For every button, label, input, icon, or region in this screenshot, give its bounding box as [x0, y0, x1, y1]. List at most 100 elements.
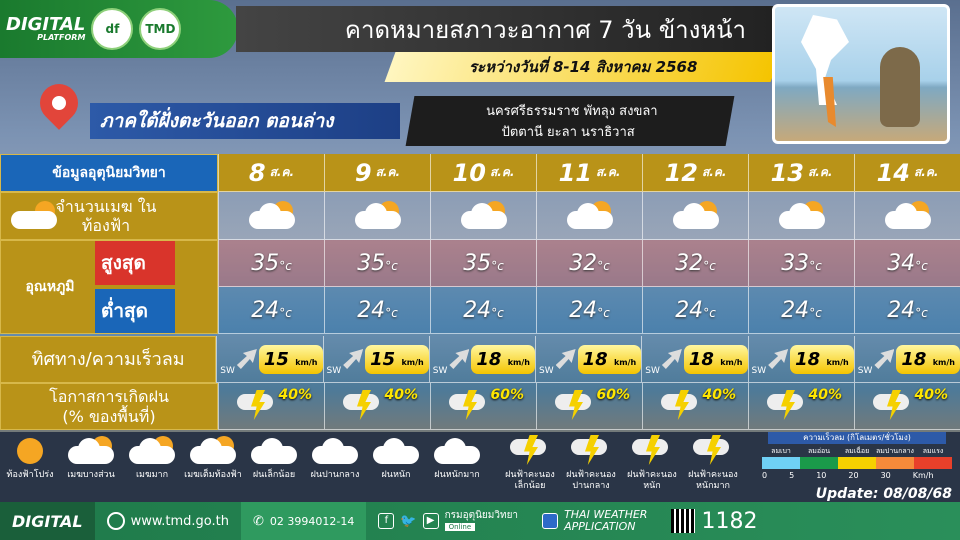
table-cell: 40% [854, 383, 960, 430]
wind-scale-legend: ความเร็วลม (กิโลเมตร/ชั่วโมง) ลมเบา ลมอ่อ… [758, 432, 956, 484]
wind-scale-band: ลมเฉื่อย [838, 447, 876, 469]
table-cell: 35°c [430, 240, 536, 287]
table-cell: 32°c [642, 240, 748, 287]
day-label: 11 [558, 158, 592, 187]
wind-speed: 18 km/h [896, 344, 960, 374]
legend-label: ฝนปานกลาง [310, 470, 360, 480]
youtube-icon[interactable]: ▶ [422, 513, 439, 529]
table-cell: SW 15 km/h [322, 336, 429, 383]
digital-platform-logo: DIGITAL PLATFORM df TMD [0, 0, 238, 58]
wind-scale-unit: Km/h [912, 471, 934, 480]
website-link[interactable]: www.tmd.go.th [95, 502, 241, 540]
month-label: ส.ค. [375, 165, 401, 179]
low-temp: 24°c [675, 297, 716, 323]
wind-arrow-icon [768, 349, 789, 369]
table-cell: 24°c [642, 287, 748, 334]
low-temp: 24°c [251, 297, 292, 323]
thai-weather-app[interactable]: THAI WEATHER APPLICATION [530, 502, 659, 540]
social-sub: Online [444, 523, 476, 531]
rain-chance: 40% [808, 387, 842, 403]
table-cell: SW 18 km/h [747, 336, 854, 383]
provinces: นครศรีธรรมราช พัทลุง สงขลา ปัตตานี ยะลา … [405, 96, 735, 146]
thunderstorm-icon [632, 433, 672, 469]
legend-item: ท้องฟ้าโปร่ง [0, 432, 60, 481]
website-text: www.tmd.go.th [130, 513, 230, 529]
low-temp: 24°c [887, 297, 928, 323]
phone[interactable]: ✆ 02 3994012-14 [241, 502, 367, 540]
table-cell: 24°c [430, 287, 536, 334]
thunderstorm-icon [555, 388, 595, 424]
rain-icon [369, 436, 423, 466]
table-cell: SW 18 km/h [428, 336, 535, 383]
sunny-icon [17, 438, 43, 464]
cloud-label: จำนวนเมฆ ในท้องฟ้า [55, 196, 157, 235]
legend-label: ฝนฟ้าคะนอง หนัก [627, 470, 677, 491]
wind-direction: SW [539, 366, 554, 376]
hotline-number: 1182 [701, 508, 758, 534]
wind-speed: 15 km/h [365, 344, 429, 374]
logo-sub: PLATFORM [37, 33, 86, 42]
table-cell: 8 ส.ค. [218, 154, 324, 192]
legend-label: ฝนเล็กน้อย [252, 470, 296, 480]
provinces-line-1: นครศรีธรรมราช พัทลุง สงขลา [486, 104, 658, 119]
wind-scale-tick: 30 [880, 471, 891, 480]
thunderstorm-icon [693, 433, 733, 469]
legend-item: ฝนปานกลาง [305, 432, 365, 481]
table-cell [218, 192, 324, 240]
table-cell: 60% [536, 383, 642, 430]
legend-label: เมฆเต็มท้องฟ้า [184, 470, 242, 480]
wind-scale-color [762, 457, 800, 469]
month-label: ส.ค. [913, 165, 939, 179]
day-label: 9 [354, 158, 372, 187]
footer-logo: DIGITAL [0, 502, 95, 540]
legend-item: ฝนหนักมาก [427, 432, 487, 481]
table-cell: 40% [218, 383, 324, 430]
rain-label: โอกาสการเกิดฝน [49, 387, 169, 407]
month-label: ส.ค. [807, 165, 833, 179]
location-pin-icon [32, 76, 86, 130]
month-label: ส.ค. [269, 165, 295, 179]
twitter-icon[interactable]: 🐦 [400, 513, 417, 529]
thunderstorm-icon [571, 433, 611, 469]
thunderstorm-icon [510, 433, 550, 469]
partly-cloudy-icon [669, 200, 723, 231]
wind-direction: SW [645, 366, 660, 376]
globe-icon [106, 512, 125, 530]
header-label: ข้อมูลอุตุนิยมวิทยา [0, 154, 218, 192]
phone-icon: ✆ [253, 513, 264, 529]
social-links: f 🐦 ▶ กรมอุตุนิยมวิทยา Online [366, 502, 530, 540]
day-label: 10 [452, 158, 486, 187]
table-cell: 24°c [324, 287, 430, 334]
high-temp: 34°c [887, 250, 928, 276]
partly-cloudy-icon [881, 200, 935, 231]
wind-direction: SW [857, 366, 873, 376]
wind-scale-tick: 0 [762, 471, 768, 480]
rain-icon [430, 436, 484, 466]
table-cell: 35°c [218, 240, 324, 287]
day-label: 14 [876, 158, 910, 187]
wind-arrow-icon [449, 349, 470, 369]
thunderstorm-icon [767, 388, 807, 424]
table-cell [748, 192, 854, 240]
table-cell [324, 192, 430, 240]
table-cell [854, 192, 960, 240]
rain-icon [308, 436, 362, 466]
cloud-icon [64, 436, 118, 466]
high-temp: 35°c [251, 250, 292, 276]
wind-speed: 18 km/h [683, 344, 748, 374]
legend-label: เมฆมาก [135, 470, 169, 480]
facebook-icon[interactable]: f [378, 513, 395, 529]
rain-chance: 60% [490, 387, 524, 403]
table-cell: 60% [430, 383, 536, 430]
footer: DIGITAL www.tmd.go.th ✆ 02 3994012-14 f 🐦 ▶… [0, 502, 960, 540]
thunderstorm-icon [237, 388, 277, 424]
table-cell: 32°c [536, 240, 642, 287]
table-cell: 9 ส.ค. [324, 154, 430, 192]
logo-text: DIGITAL [6, 14, 86, 35]
wind-scale-color [876, 457, 914, 469]
partly-cloudy-icon [457, 200, 511, 231]
wind-scale-label: ลมเบา [771, 447, 791, 455]
partly-cloudy-icon [775, 200, 829, 231]
rain-chance: 40% [914, 387, 948, 403]
thunderstorm-icon [873, 388, 913, 424]
